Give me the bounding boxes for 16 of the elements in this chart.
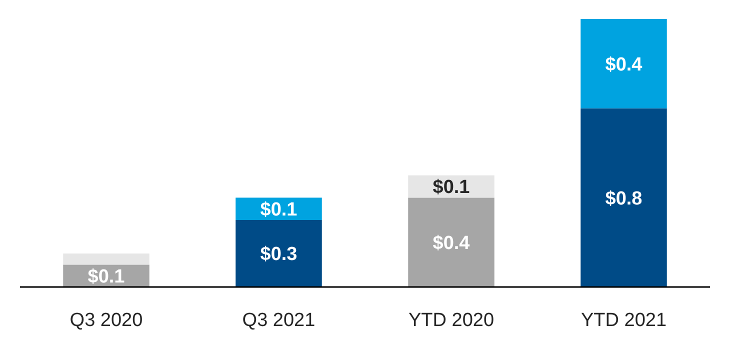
- data-label: $0.1: [88, 266, 126, 288]
- bar: [580, 108, 667, 287]
- data-label: $0.8: [605, 188, 642, 210]
- x-tick-label: Q3 2020: [70, 310, 143, 331]
- bar: [63, 254, 150, 265]
- bar: [408, 198, 494, 287]
- x-tick-label: YTD 2020: [408, 310, 494, 331]
- bar: [236, 220, 322, 287]
- x-tick-label: YTD 2021: [580, 310, 667, 331]
- data-label: $0.4: [432, 232, 470, 254]
- data-label: $0.3: [260, 244, 298, 266]
- data-label: $0.4: [605, 54, 643, 76]
- data-label: $0.1: [260, 199, 298, 220]
- bar: [580, 19, 667, 108]
- data-label: $0.1: [432, 177, 470, 198]
- x-tick-label: Q3 2021: [242, 310, 316, 331]
